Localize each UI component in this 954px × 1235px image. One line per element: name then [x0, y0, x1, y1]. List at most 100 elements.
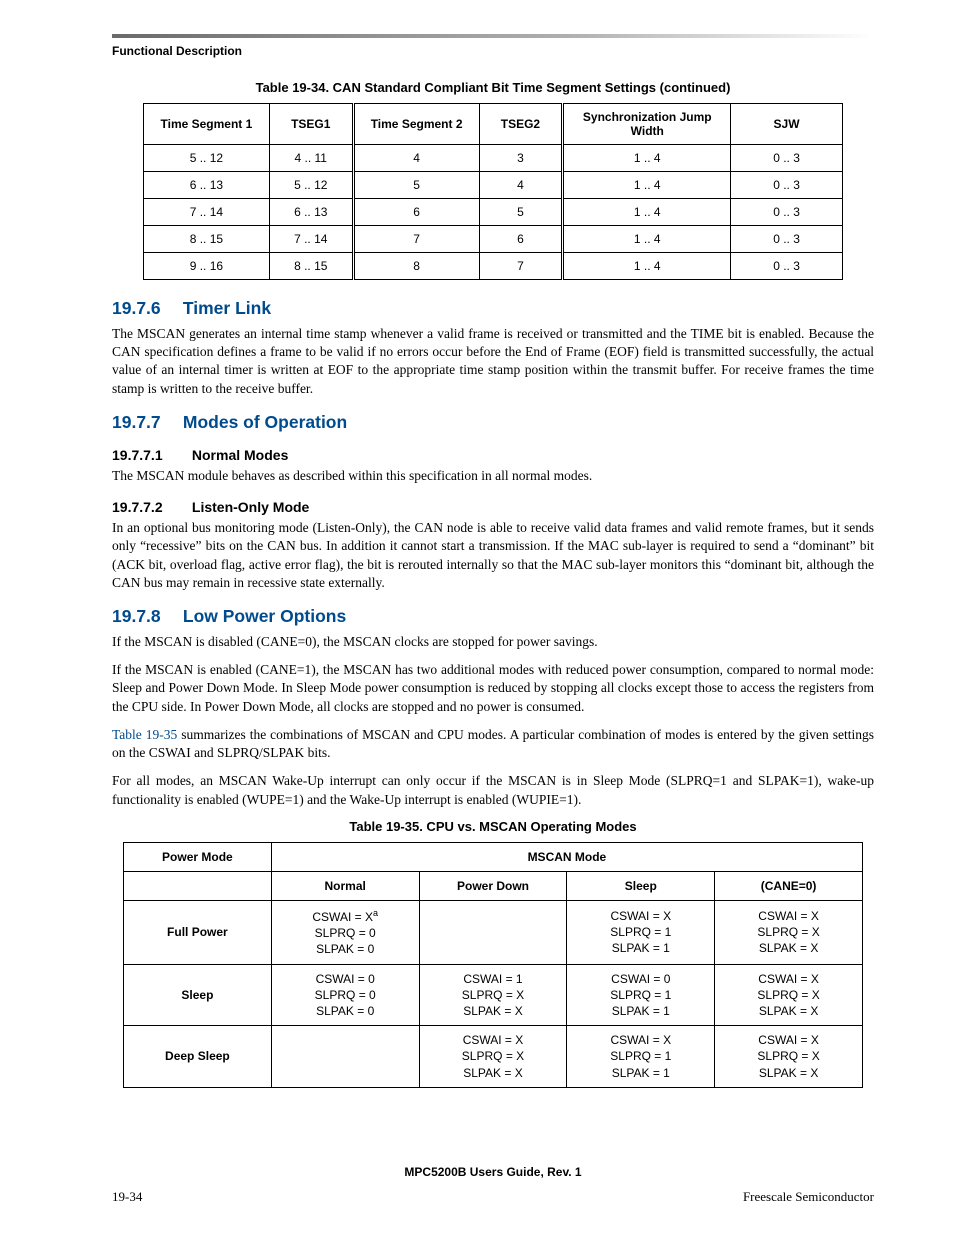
table-cell: 0 .. 3 [731, 253, 843, 280]
heading-number: 19.7.7 [112, 412, 178, 433]
col-header: TSEG2 [479, 104, 563, 145]
table-cell: CSWAI = XSLPRQ = XSLPAK = X [715, 964, 863, 1026]
paragraph: The MSCAN module behaves as described wi… [112, 467, 874, 485]
table-cell: 4 .. 11 [269, 145, 353, 172]
table-cell: 7 .. 14 [269, 226, 353, 253]
heading-listen-only-mode: 19.7.7.2 Listen-Only Mode [112, 499, 874, 515]
table-cell [419, 901, 567, 965]
col-header: Time Segment 1 [144, 104, 270, 145]
heading-title: Normal Modes [192, 447, 288, 463]
paragraph: If the MSCAN is disabled (CANE=0), the M… [112, 633, 874, 651]
footer-center: MPC5200B Users Guide, Rev. 1 [112, 1165, 874, 1179]
heading-title: Timer Link [183, 298, 271, 318]
table-cell: CSWAI = XSLPRQ = XSLPAK = X [715, 1026, 863, 1088]
table-row: SleepCSWAI = 0SLPRQ = 0SLPAK = 0CSWAI = … [124, 964, 863, 1026]
table-cell: 1 .. 4 [563, 199, 731, 226]
table-row: 7 .. 146 .. 13651 .. 40 .. 3 [144, 199, 843, 226]
heading-title: Low Power Options [183, 606, 346, 626]
row-header: Sleep [124, 964, 272, 1026]
heading-number: 19.7.7.1 [112, 447, 188, 463]
table-cell: 8 [353, 253, 479, 280]
table-row: 6 .. 135 .. 12541 .. 40 .. 3 [144, 172, 843, 199]
table-cell: 7 [479, 253, 563, 280]
table-cell: 7 .. 14 [144, 199, 270, 226]
heading-normal-modes: 19.7.7.1 Normal Modes [112, 447, 874, 463]
col-header: MSCAN Mode [271, 842, 862, 871]
paragraph: For all modes, an MSCAN Wake-Up interrup… [112, 772, 874, 808]
table-cell: 0 .. 3 [731, 199, 843, 226]
table-cell: 1 .. 4 [563, 172, 731, 199]
table-row: Full PowerCSWAI = XaSLPRQ = 0SLPAK = 0 CS… [124, 901, 863, 965]
table-cell [271, 1026, 419, 1088]
running-head: Functional Description [112, 44, 874, 58]
table-row: 9 .. 168 .. 15871 .. 40 .. 3 [144, 253, 843, 280]
table-cell: CSWAI = XaSLPRQ = 0SLPAK = 0 [271, 901, 419, 965]
table-19-34: Time Segment 1 TSEG1 Time Segment 2 TSEG… [143, 103, 843, 280]
table-cell: 5 .. 12 [269, 172, 353, 199]
row-header: Deep Sleep [124, 1026, 272, 1088]
table-row: Normal Power Down Sleep (CANE=0) [124, 871, 863, 900]
table-cell: 8 .. 15 [144, 226, 270, 253]
paragraph-text: summarizes the combinations of MSCAN and… [112, 727, 874, 760]
header-rule [112, 34, 874, 38]
table-cell: CSWAI = 0SLPRQ = 0SLPAK = 0 [271, 964, 419, 1026]
heading-modes-of-operation: 19.7.7 Modes of Operation [112, 412, 874, 433]
heading-low-power-options: 19.7.8 Low Power Options [112, 606, 874, 627]
table-19-35-caption: Table 19-35. CPU vs. MSCAN Operating Mod… [112, 819, 874, 834]
table-cell: CSWAI = 1SLPRQ = XSLPAK = X [419, 964, 567, 1026]
footer-company: Freescale Semiconductor [743, 1189, 874, 1205]
table-cell: 0 .. 3 [731, 226, 843, 253]
table-19-34-caption: Table 19-34. CAN Standard Compliant Bit … [112, 80, 874, 95]
page: Functional Description Table 19-34. CAN … [0, 0, 954, 1235]
table-cell: 9 .. 16 [144, 253, 270, 280]
table-19-35: Power Mode MSCAN Mode Normal Power Down … [123, 842, 863, 1088]
table-row: Deep SleepCSWAI = XSLPRQ = XSLPAK = XCSW… [124, 1026, 863, 1088]
table-cell: 6 [353, 199, 479, 226]
table-row: Power Mode MSCAN Mode [124, 842, 863, 871]
table-cell: 5 [479, 199, 563, 226]
col-header: (CANE=0) [715, 871, 863, 900]
heading-number: 19.7.8 [112, 606, 178, 627]
col-header: Sleep [567, 871, 715, 900]
heading-timer-link: 19.7.6 Timer Link [112, 298, 874, 319]
paragraph: The MSCAN generates an internal time sta… [112, 325, 874, 398]
heading-title: Listen-Only Mode [192, 499, 309, 515]
table-cell: 6 .. 13 [269, 199, 353, 226]
table-cell: 4 [479, 172, 563, 199]
paragraph: If the MSCAN is enabled (CANE=1), the MS… [112, 661, 874, 716]
table-cell: 0 .. 3 [731, 172, 843, 199]
col-header [124, 871, 272, 900]
page-footer: MPC5200B Users Guide, Rev. 1 19-34 Frees… [112, 1165, 874, 1205]
table-cell: 7 [353, 226, 479, 253]
table-row: Time Segment 1 TSEG1 Time Segment 2 TSEG… [144, 104, 843, 145]
table-cell: 5 .. 12 [144, 145, 270, 172]
table-cell: CSWAI = XSLPRQ = 1SLPAK = 1 [567, 1026, 715, 1088]
col-header: TSEG1 [269, 104, 353, 145]
table-cell: CSWAI = XSLPRQ = 1SLPAK = 1 [567, 901, 715, 965]
table-cell: CSWAI = XSLPRQ = XSLPAK = X [419, 1026, 567, 1088]
table-cell: 1 .. 4 [563, 253, 731, 280]
table-cell: CSWAI = 0SLPRQ = 1SLPAK = 1 [567, 964, 715, 1026]
cross-ref-link[interactable]: Table 19-35 [112, 727, 177, 742]
table-cell: 1 .. 4 [563, 145, 731, 172]
col-header: SJW [731, 104, 843, 145]
col-header: Power Down [419, 871, 567, 900]
table-cell: 8 .. 15 [269, 253, 353, 280]
table-row: 8 .. 157 .. 14761 .. 40 .. 3 [144, 226, 843, 253]
col-header: Normal [271, 871, 419, 900]
table-cell: 0 .. 3 [731, 145, 843, 172]
table-cell: 6 [479, 226, 563, 253]
table-cell: 6 .. 13 [144, 172, 270, 199]
paragraph: Table 19-35 summarizes the combinations … [112, 726, 874, 762]
heading-number: 19.7.7.2 [112, 499, 188, 515]
table-cell: 4 [353, 145, 479, 172]
table-row: 5 .. 124 .. 11431 .. 40 .. 3 [144, 145, 843, 172]
row-header: Full Power [124, 901, 272, 965]
paragraph: In an optional bus monitoring mode (List… [112, 519, 874, 592]
table-cell: 1 .. 4 [563, 226, 731, 253]
table-cell: 3 [479, 145, 563, 172]
footer-page-number: 19-34 [112, 1189, 142, 1205]
table-cell: 5 [353, 172, 479, 199]
col-header: Synchronization Jump Width [563, 104, 731, 145]
col-header: Power Mode [124, 842, 272, 871]
